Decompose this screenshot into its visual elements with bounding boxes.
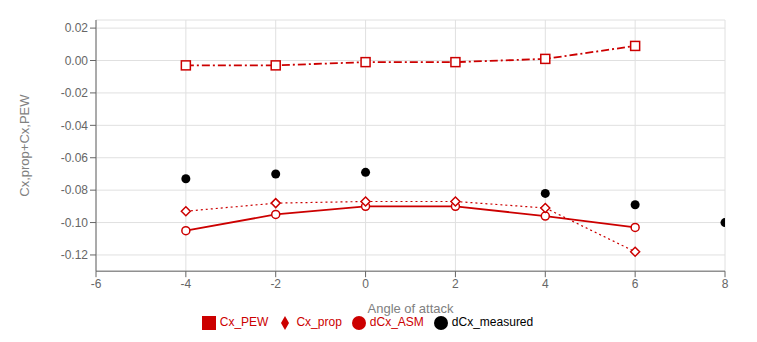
svg-text:-0.06: -0.06 [61, 151, 89, 165]
svg-text:0: 0 [362, 277, 369, 291]
html-text:dCx_ASM: dCx_ASM [369, 315, 424, 330]
svg-text:Cx,prop+Cx,PEW: Cx,prop+Cx,PEW [17, 94, 32, 197]
svg-text:0.00: 0.00 [65, 54, 89, 68]
svg-text:-6: -6 [91, 277, 102, 291]
svg-text:2: 2 [452, 277, 459, 291]
svg-text:8: 8 [722, 277, 729, 291]
svg-text:0.02: 0.02 [65, 21, 89, 35]
svg-text:-4: -4 [181, 277, 192, 291]
svg-text:4: 4 [542, 277, 549, 291]
html-text:Cx_PEW: Cx_PEW [219, 315, 269, 330]
svg-text:-0.08: -0.08 [61, 183, 89, 197]
svg-text:-0.04: -0.04 [61, 119, 89, 133]
svg-text:Angle of attack: Angle of attack [368, 301, 454, 316]
svg-text:6: 6 [632, 277, 639, 291]
svg-text:-0.10: -0.10 [61, 216, 89, 230]
svg-text:-2: -2 [270, 277, 281, 291]
html-text:dCx_measured: dCx_measured [451, 315, 534, 330]
html-text:Cx_prop: Cx_prop [296, 315, 342, 330]
svg-text:-0.12: -0.12 [61, 248, 89, 262]
svg-text:-0.02: -0.02 [61, 86, 89, 100]
